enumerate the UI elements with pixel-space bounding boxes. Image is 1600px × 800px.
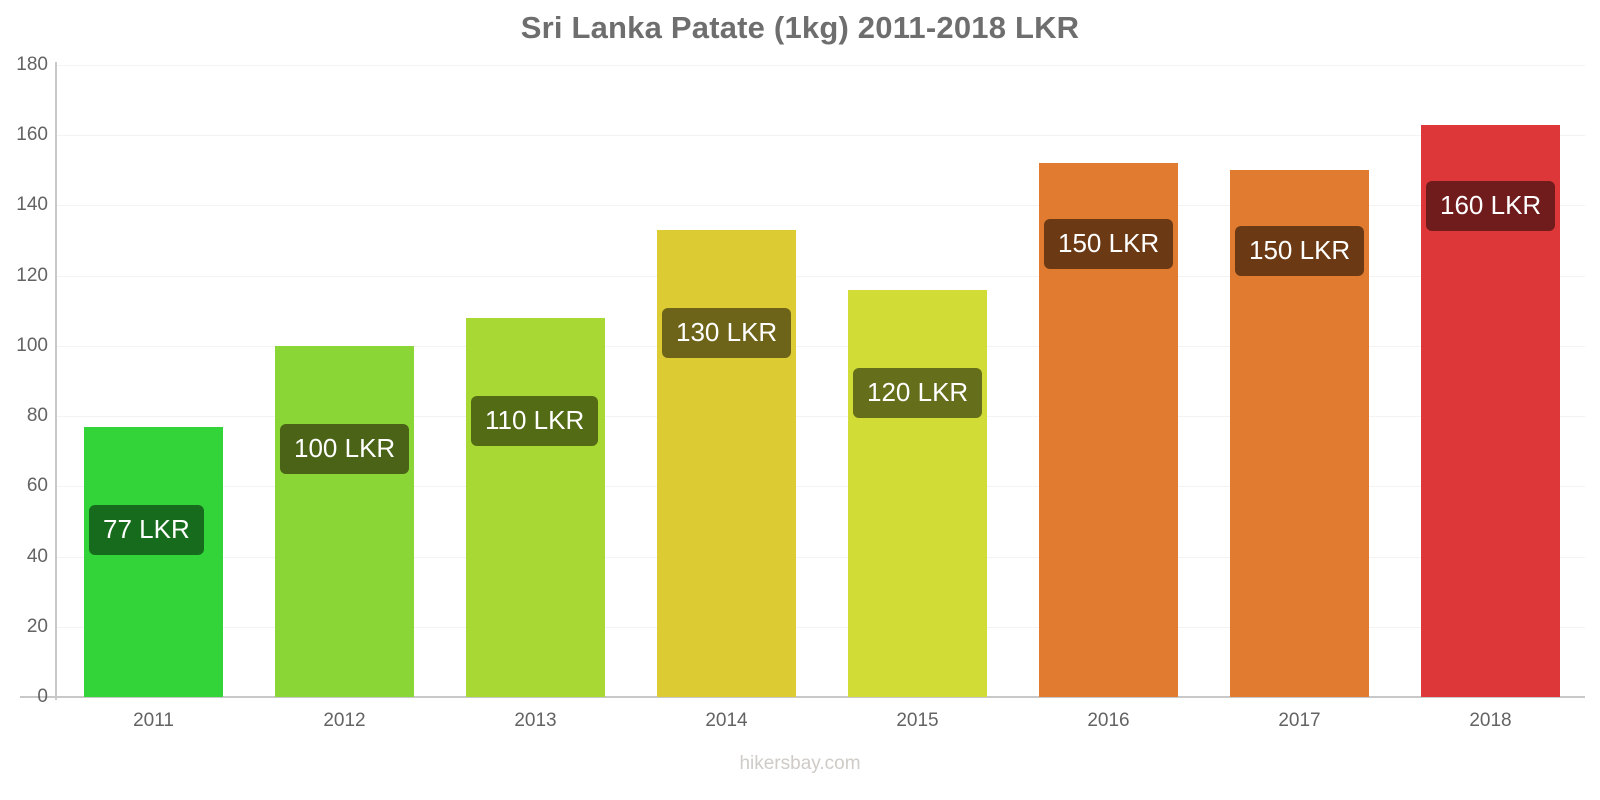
bar-value-label: 100 LKR	[280, 423, 410, 474]
bar[interactable]	[84, 426, 223, 697]
grid-line	[57, 486, 1585, 488]
bar-value-label: 110 LKR	[471, 395, 599, 446]
footer-credit: hikersbay.com	[739, 753, 861, 774]
grid-line	[57, 626, 1585, 628]
x-axis-tick: 2013	[514, 710, 557, 731]
y-axis-tick: 160	[16, 124, 48, 146]
y-axis-tick: 120	[16, 264, 48, 286]
x-axis-tick-labels: 2011 2012 2013 2014 2015 2016 2017 2018	[0, 710, 1600, 740]
y-axis-tick: 60	[26, 475, 48, 497]
x-axis-tick: 2014	[705, 710, 748, 731]
y-axis-tick: 100	[16, 334, 48, 356]
bar-value-label: 160 LKR	[1426, 180, 1556, 231]
bar[interactable]	[275, 345, 414, 697]
grid-line	[57, 205, 1585, 207]
bar-value-label: 120 LKR	[853, 367, 983, 418]
grid-line	[57, 65, 1585, 66]
y-axis-tick: 80	[26, 405, 48, 427]
x-axis-tick: 2011	[133, 710, 174, 731]
grid-line	[57, 135, 1585, 137]
chart-title: Sri Lanka Patate (1kg) 2011-2018 LKR	[520, 10, 1080, 45]
bar[interactable]	[848, 289, 987, 697]
y-axis-tick: 180	[16, 54, 48, 75]
grid-line	[57, 556, 1585, 558]
y-axis-tick: 20	[26, 615, 48, 637]
x-axis-tick: 2015	[896, 710, 939, 731]
y-axis-tick-labels: 180 160 140 120 100 80 60 40 20 0	[0, 54, 48, 707]
x-axis-tick: 2012	[323, 710, 366, 731]
x-axis-line	[20, 696, 1585, 698]
bar[interactable]	[657, 230, 796, 697]
bar-value-label: 150 LKR	[1044, 219, 1174, 270]
x-axis-tick: 2018	[1469, 710, 1512, 731]
bar-value-label: 77 LKR	[89, 504, 204, 555]
bar-value-label: 130 LKR	[662, 308, 792, 359]
plot-area: 77 LKR 100 LKR 110 LKR 130 LKR 120 LKR 150 LK…	[57, 65, 1585, 697]
bar[interactable]	[466, 317, 605, 697]
x-axis-tick: 2017	[1278, 710, 1321, 731]
y-axis-tick: 40	[26, 545, 48, 567]
grid-line	[57, 275, 1585, 277]
bar-value-label: 150 LKR	[1235, 226, 1365, 277]
y-axis-line	[55, 62, 57, 700]
x-axis-tick: 2016	[1087, 710, 1130, 731]
y-axis-tick: 0	[37, 686, 48, 707]
y-axis-tick: 140	[16, 194, 48, 216]
grid-line	[57, 345, 1585, 347]
grid-line	[57, 416, 1585, 418]
